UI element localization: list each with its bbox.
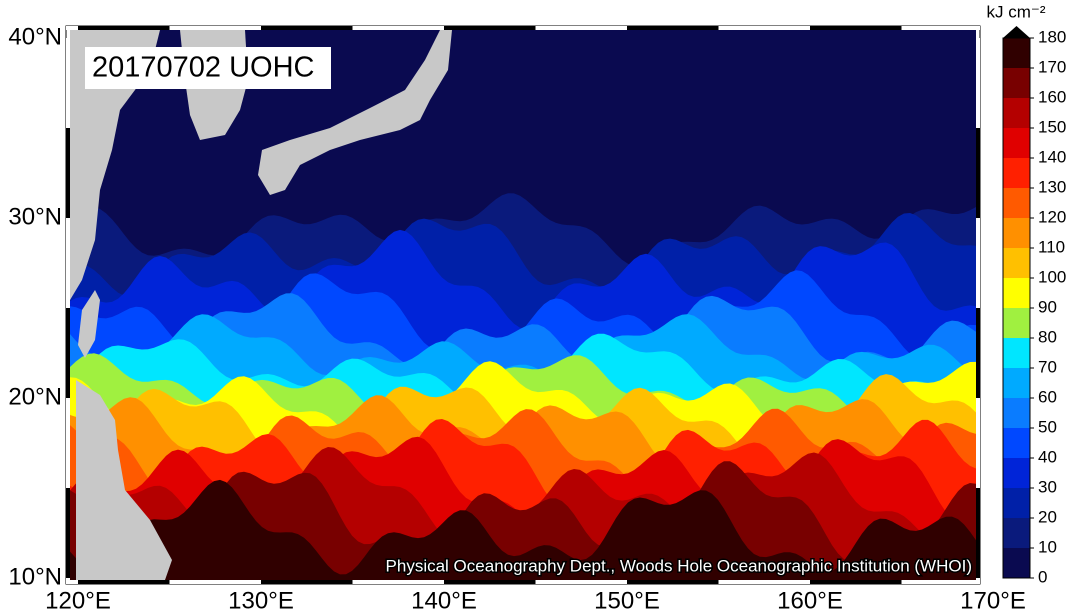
colorbar-tick-label: 80	[1038, 327, 1057, 346]
china-coast	[70, 30, 160, 300]
frame-bar	[535, 580, 627, 584]
frame-bar	[627, 26, 719, 30]
frame-bar	[810, 26, 902, 30]
frame-bar	[66, 128, 70, 218]
title-box	[85, 47, 331, 89]
colorbar-segment	[1003, 188, 1030, 218]
colorbar-tick-label: 140	[1038, 147, 1066, 166]
colorbar-tick-label: 40	[1038, 447, 1057, 466]
frame-bar	[444, 26, 536, 30]
frame-bar	[78, 26, 170, 30]
longitude-label: 120°E	[45, 587, 111, 614]
frame-bar	[444, 580, 536, 584]
colorbar-tick-label: 120	[1038, 207, 1066, 226]
colorbar-segment	[1003, 548, 1030, 578]
frame-bar	[261, 26, 353, 30]
frame-bar	[261, 580, 353, 584]
ocean-band	[70, 479, 976, 580]
longitude-label: 150°E	[594, 587, 660, 614]
latitude-label: 10°N	[8, 563, 62, 590]
frame-bar	[718, 26, 810, 30]
colorbar-tick-label: 110	[1038, 237, 1065, 256]
colorbar-tick-label: 130	[1038, 177, 1066, 196]
colorbar-segment	[1003, 98, 1030, 128]
map-title: 20170702 UOHC	[92, 52, 314, 84]
colorbar-segment	[1003, 308, 1030, 338]
frame-bar	[66, 38, 70, 128]
colorbar-segment	[1003, 218, 1030, 248]
frame-bar	[169, 580, 261, 584]
frame-bar	[66, 218, 70, 308]
colorbar-extension	[1003, 26, 1030, 38]
frame-bar	[535, 26, 627, 30]
frame-bar	[976, 38, 980, 128]
frame-bar	[66, 308, 70, 398]
frame-bar	[352, 26, 444, 30]
japan	[258, 30, 452, 195]
colorbar-tick-label: 100	[1038, 267, 1066, 286]
frame-bar	[901, 580, 980, 584]
colorbar-tick-label: 60	[1038, 387, 1057, 406]
colorbar-tick-label: 90	[1038, 297, 1057, 316]
philippines	[76, 380, 172, 580]
colorbar-tick-label: 20	[1038, 507, 1057, 526]
colorbar-tick-label: 50	[1038, 417, 1057, 436]
colorbar-tick-label: 150	[1038, 117, 1066, 136]
frame-bar	[627, 580, 719, 584]
colorbar-segment	[1003, 488, 1030, 518]
colorbar-segment	[1003, 248, 1030, 278]
colorbar-segment	[1003, 428, 1030, 458]
latitude-label: 20°N	[8, 383, 62, 410]
longitude-label: 170°E	[960, 587, 1026, 614]
frame-bar	[901, 26, 980, 30]
frame-bar	[976, 398, 980, 488]
frame-bar	[976, 488, 980, 578]
colorbar-tick-label: 0	[1038, 567, 1047, 586]
colorbar-segment	[1003, 68, 1030, 98]
frame-bar	[352, 580, 444, 584]
colorbar-segment	[1003, 338, 1030, 368]
frame-bar	[66, 578, 70, 584]
colorbar-tick-label: 170	[1038, 57, 1066, 76]
frame-bar	[78, 580, 170, 584]
map-frame	[65, 25, 981, 585]
colorbar-segment	[1003, 518, 1030, 548]
colorbar-segment	[1003, 128, 1030, 158]
frame-bar	[169, 26, 261, 30]
latitude-label: 30°N	[8, 203, 62, 230]
frame-bar	[718, 580, 810, 584]
colorbar-segment	[1003, 458, 1030, 488]
colorbar-tick-label: 180	[1038, 27, 1066, 46]
colorbar-tick-label: 160	[1038, 87, 1066, 106]
colorbar-segment	[1003, 368, 1030, 398]
longitude-label: 160°E	[777, 587, 843, 614]
frame-bar	[66, 398, 70, 488]
frame-bar	[66, 580, 78, 584]
frame-bar	[976, 128, 980, 218]
taiwan	[78, 290, 100, 358]
frame-bar	[976, 308, 980, 398]
credit: Physical Oceanography Dept., Woods Hole …	[386, 556, 972, 575]
colorbar-tick-label: 10	[1038, 537, 1057, 556]
colorbar-tick-label: 30	[1038, 477, 1057, 496]
colorbar-tick-label: 70	[1038, 357, 1057, 376]
frame-bar	[810, 580, 902, 584]
colorbar: 0 10 20 30 40 50 60 70 80 90 100 110 120 130 140 150 160…	[1002, 26, 1066, 586]
longitude-label: 130°E	[228, 587, 294, 614]
frame-bar	[976, 578, 980, 584]
colorbar-unit: kJ cm⁻²	[986, 2, 1045, 21]
longitude-label: 140°E	[411, 587, 477, 614]
colorbar-segment	[1003, 278, 1030, 308]
colorbar-segment	[1003, 38, 1030, 68]
latitude-label: 40°N	[8, 23, 62, 50]
frame-bar	[66, 488, 70, 578]
colorbar-segment	[1003, 398, 1030, 428]
ocean-heat-field	[70, 30, 976, 581]
frame-bar	[976, 218, 980, 308]
colorbar-segment	[1003, 158, 1030, 188]
frame-bar	[66, 26, 78, 30]
